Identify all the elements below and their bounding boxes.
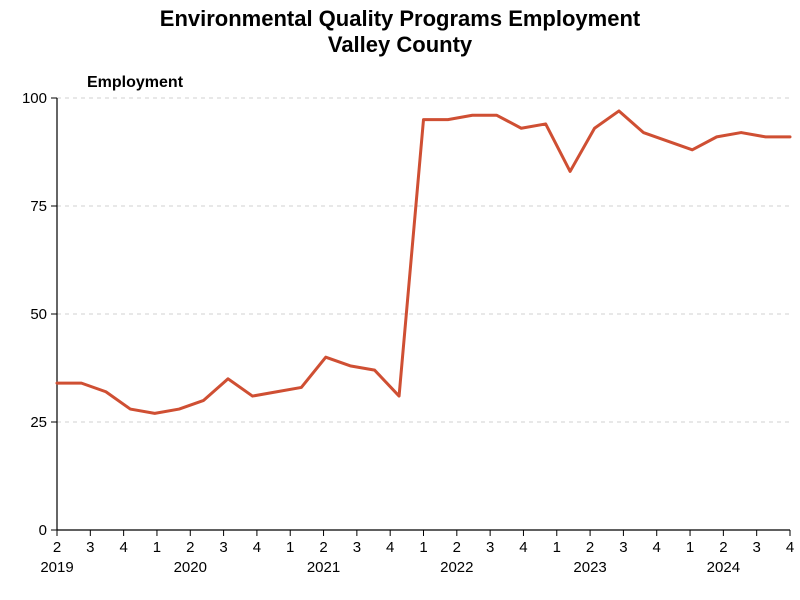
x-year-label: 2020 bbox=[174, 559, 207, 576]
x-quarter-label: 2 bbox=[453, 539, 461, 556]
x-quarter-label: 2 bbox=[53, 539, 61, 556]
y-tick-label: 25 bbox=[30, 414, 47, 431]
x-quarter-label: 2 bbox=[719, 539, 727, 556]
x-quarter-label: 4 bbox=[253, 539, 261, 556]
x-quarter-label: 2 bbox=[186, 539, 194, 556]
x-quarter-label: 1 bbox=[686, 539, 694, 556]
x-quarter-label: 1 bbox=[419, 539, 427, 556]
line-chart: Environmental Quality Programs Employmen… bbox=[0, 0, 800, 600]
chart-svg: 0 25 50 75 100 2 3 4 1 2 3 4 1 2 3 4 1 2 3 4 1 2 3 4 1 2 3 4 2019 202… bbox=[0, 0, 800, 600]
x-quarter-label: 4 bbox=[653, 539, 661, 556]
x-year-label: 2023 bbox=[573, 559, 606, 576]
x-quarter-label: 3 bbox=[219, 539, 227, 556]
y-tick-label: 50 bbox=[30, 306, 47, 323]
x-quarter-label: 4 bbox=[119, 539, 127, 556]
x-quarter-label: 1 bbox=[286, 539, 294, 556]
x-quarter-label: 1 bbox=[153, 539, 161, 556]
x-quarter-label: 2 bbox=[319, 539, 327, 556]
x-quarter-label: 3 bbox=[619, 539, 627, 556]
x-quarter-label: 4 bbox=[786, 539, 794, 556]
x-quarter-label: 3 bbox=[86, 539, 94, 556]
x-year-label: 2022 bbox=[440, 559, 473, 576]
x-quarter-label: 3 bbox=[353, 539, 361, 556]
x-quarter-label: 3 bbox=[753, 539, 761, 556]
x-quarter-label: 2 bbox=[586, 539, 594, 556]
x-quarter-label: 1 bbox=[553, 539, 561, 556]
x-quarter-label: 4 bbox=[386, 539, 394, 556]
y-tick-label: 75 bbox=[30, 198, 47, 215]
y-tick-label: 0 bbox=[39, 522, 47, 539]
x-year-label: 2021 bbox=[307, 559, 340, 576]
x-quarter-label: 3 bbox=[486, 539, 494, 556]
y-tick-label: 100 bbox=[22, 90, 47, 107]
x-year-label: 2024 bbox=[707, 559, 740, 576]
x-year-label: 2019 bbox=[40, 559, 73, 576]
x-quarter-label: 4 bbox=[519, 539, 527, 556]
data-line bbox=[57, 111, 790, 413]
